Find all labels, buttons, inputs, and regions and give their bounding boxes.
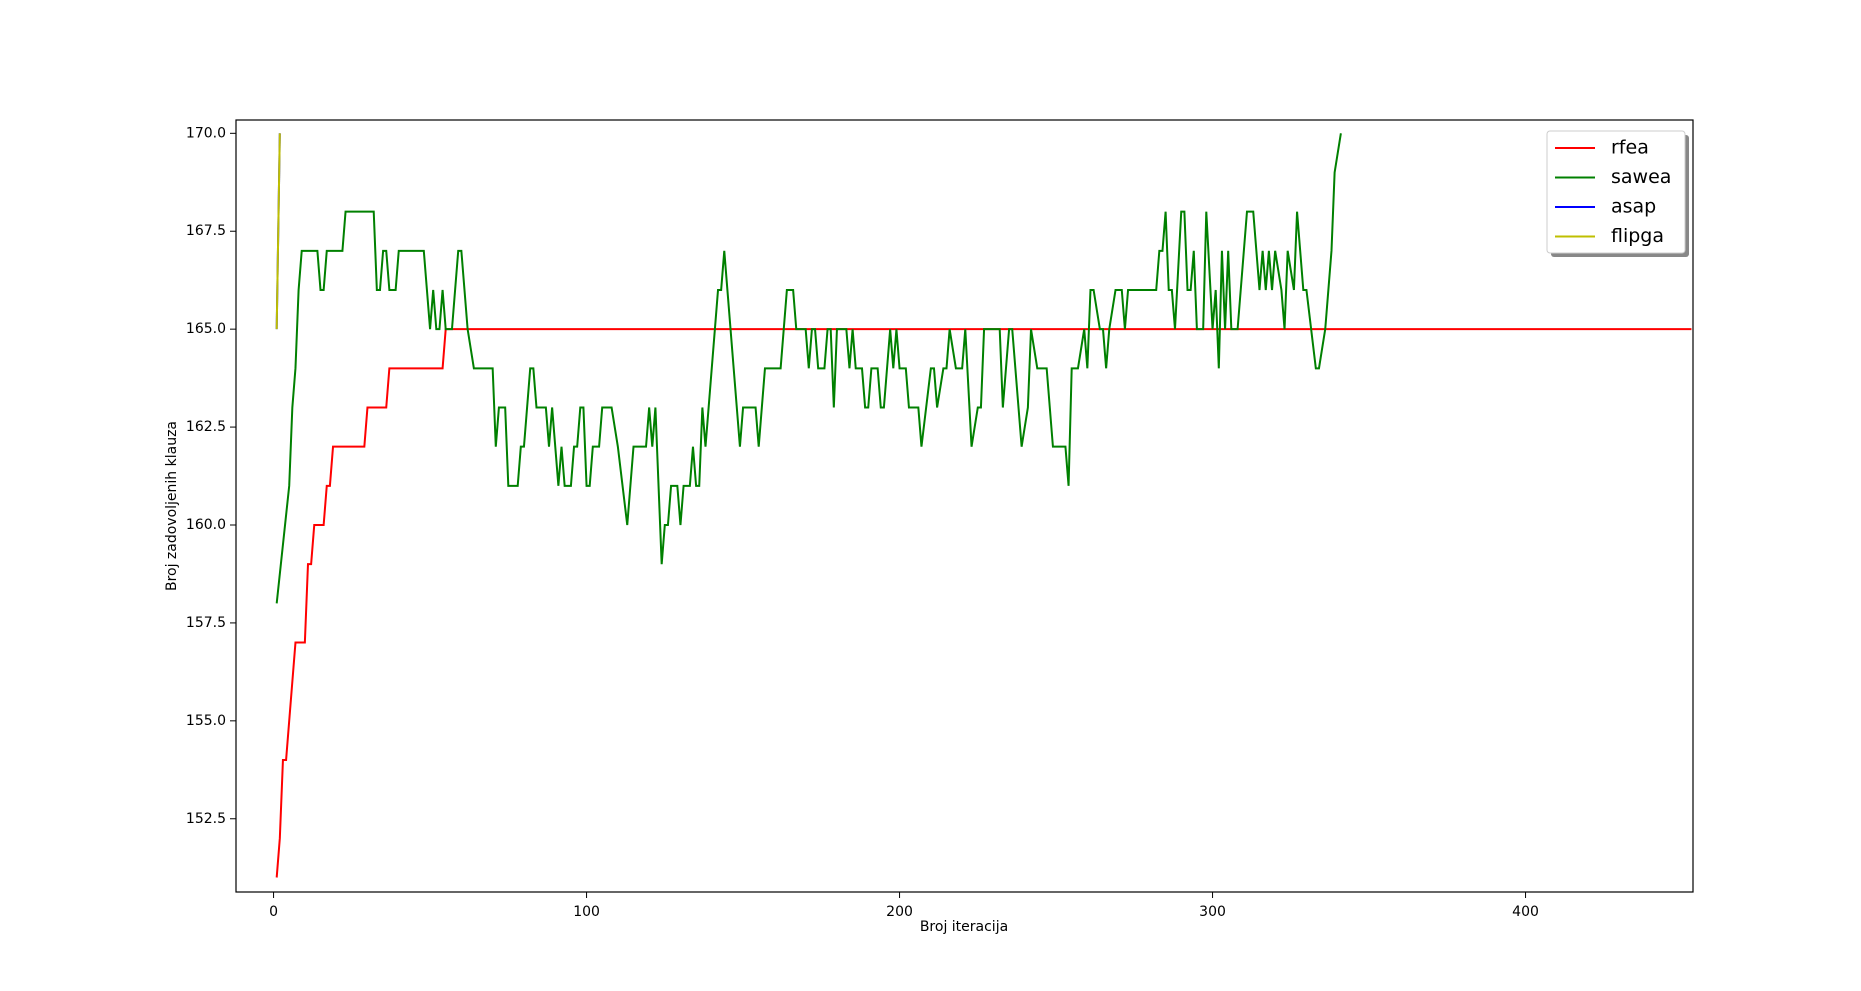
y-tick-label: 162.5 xyxy=(186,419,226,435)
x-tick-label: 200 xyxy=(886,904,913,920)
y-tick-label: 167.5 xyxy=(186,223,226,239)
legend-label: rfea xyxy=(1611,137,1649,159)
y-tick-label: 160.0 xyxy=(186,517,226,533)
legend-label: flipga xyxy=(1611,225,1664,247)
series-line xyxy=(275,133,281,330)
x-tick-label: 400 xyxy=(1512,904,1539,920)
legend-label: sawea xyxy=(1611,166,1671,188)
legend-label: asap xyxy=(1611,196,1656,218)
legend-box xyxy=(1546,130,1686,254)
y-axis-label: Broj zadovoljenih klauza xyxy=(164,421,180,591)
y-tick-label: 152.5 xyxy=(186,811,226,827)
y-tick-label: 170.0 xyxy=(186,125,226,141)
x-tick-label: 100 xyxy=(573,904,600,920)
plot-frame xyxy=(235,119,1694,893)
series-line xyxy=(275,328,1692,878)
x-axis-label: Broj iteracija xyxy=(920,919,1008,935)
x-tick-label: 0 xyxy=(269,904,278,920)
series-line xyxy=(275,133,1342,604)
y-tick-label: 157.5 xyxy=(186,615,226,631)
y-tick-label: 155.0 xyxy=(186,713,226,729)
y-tick-label: 165.0 xyxy=(186,321,226,337)
legend: rfea sawea asap flipga xyxy=(1546,130,1689,257)
x-tick-label: 300 xyxy=(1199,904,1226,920)
